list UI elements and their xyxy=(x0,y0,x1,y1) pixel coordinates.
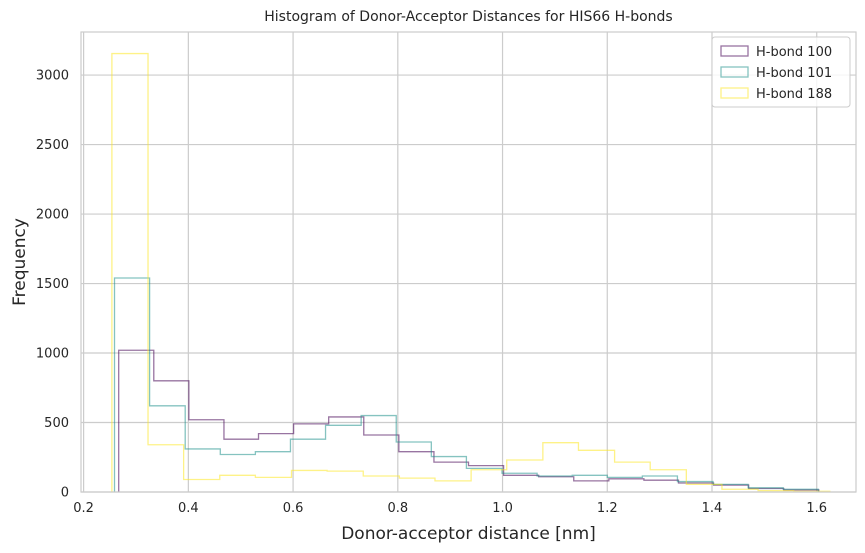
x-tick-label: 0.6 xyxy=(283,501,304,516)
histogram-bin xyxy=(396,442,431,492)
legend-label: H-bond 101 xyxy=(756,66,832,81)
histogram-bin xyxy=(294,424,329,492)
histogram-bin xyxy=(543,443,579,492)
y-axis-ticks: 0 500 1000 1500 2000 2500 3000 xyxy=(36,69,69,501)
histogram-bin xyxy=(399,478,435,492)
histogram-bin xyxy=(361,416,396,492)
histogram-bin xyxy=(537,476,572,492)
histogram-bin xyxy=(220,454,255,492)
histogram-bin xyxy=(184,479,220,492)
histogram-bin xyxy=(148,445,184,492)
legend-label: H-bond 100 xyxy=(756,45,832,60)
y-tick-label: 3000 xyxy=(36,69,69,84)
series-step-outline xyxy=(111,52,831,492)
y-axis-label: Frequency xyxy=(10,218,30,306)
series-1 xyxy=(118,349,820,492)
histogram-bin xyxy=(292,470,328,492)
legend-box xyxy=(711,36,851,108)
legend-label: H-bond 188 xyxy=(756,87,832,102)
x-tick-label: 0.4 xyxy=(178,501,199,516)
x-tick-label: 0.2 xyxy=(73,501,94,516)
series-step-outline xyxy=(113,277,819,492)
histogram-bin xyxy=(255,452,290,492)
histogram-bin xyxy=(220,475,256,492)
y-tick-label: 500 xyxy=(44,416,69,431)
histogram-bin xyxy=(642,476,677,492)
histogram-bin xyxy=(399,452,434,492)
plot-frame xyxy=(80,31,857,493)
x-tick-label: 1.0 xyxy=(492,501,513,516)
chart-title: Histogram of Donor-Acceptor Distances fo… xyxy=(264,9,672,25)
histogram-bin xyxy=(329,417,364,492)
histogram-bin xyxy=(607,477,642,492)
legend-swatch xyxy=(720,66,749,78)
histogram-bin xyxy=(434,462,469,492)
histogram-bin xyxy=(224,439,259,492)
x-tick-label: 1.6 xyxy=(806,501,827,516)
x-tick-label: 0.8 xyxy=(387,501,408,516)
histogram-bin xyxy=(578,450,614,492)
histogram-bin xyxy=(504,475,539,492)
histogram-bin xyxy=(650,470,686,492)
histogram-bin xyxy=(363,476,399,492)
series-layer xyxy=(111,52,831,492)
histogram-bin xyxy=(290,439,325,492)
legend: H-bond 100 H-bond 101 H-bond 188 xyxy=(711,36,851,108)
histogram-bin xyxy=(327,471,363,492)
histogram-bin xyxy=(609,479,644,492)
legend-swatch xyxy=(720,45,749,57)
y-tick-label: 2500 xyxy=(36,138,69,153)
y-tick-label: 1000 xyxy=(36,347,69,362)
histogram-bin xyxy=(259,434,294,492)
gridlines xyxy=(81,32,856,493)
histogram-bin xyxy=(255,477,291,492)
histogram-bin xyxy=(502,473,537,492)
x-axis-ticks: 0.2 0.4 0.6 0.8 1.0 1.2 1.4 1.6 xyxy=(73,501,827,516)
histogram-bin xyxy=(364,435,399,492)
histogram-bin xyxy=(150,406,186,492)
histogram-bin xyxy=(185,449,220,492)
legend-swatch xyxy=(720,87,749,99)
series-2 xyxy=(113,277,819,492)
series-step-outline xyxy=(118,349,820,492)
histogram-bin xyxy=(112,54,148,492)
histogram-bin xyxy=(115,278,150,492)
series-3 xyxy=(111,52,831,492)
x-axis-label: Donor-acceptor distance [nm] xyxy=(341,524,596,544)
histogram-bin xyxy=(326,425,362,492)
histogram-bin xyxy=(572,475,607,492)
x-tick-label: 1.2 xyxy=(597,501,618,516)
x-tick-label: 1.4 xyxy=(702,501,723,516)
y-tick-label: 1500 xyxy=(36,277,69,292)
y-tick-label: 0 xyxy=(61,486,69,501)
histogram-bin xyxy=(714,485,749,492)
histogram-bin xyxy=(189,420,224,492)
histogram-bin xyxy=(574,481,609,492)
histogram-bin xyxy=(539,477,574,492)
histogram-bin xyxy=(435,481,471,492)
y-tick-label: 2000 xyxy=(36,208,69,223)
histogram-bin xyxy=(644,480,679,492)
